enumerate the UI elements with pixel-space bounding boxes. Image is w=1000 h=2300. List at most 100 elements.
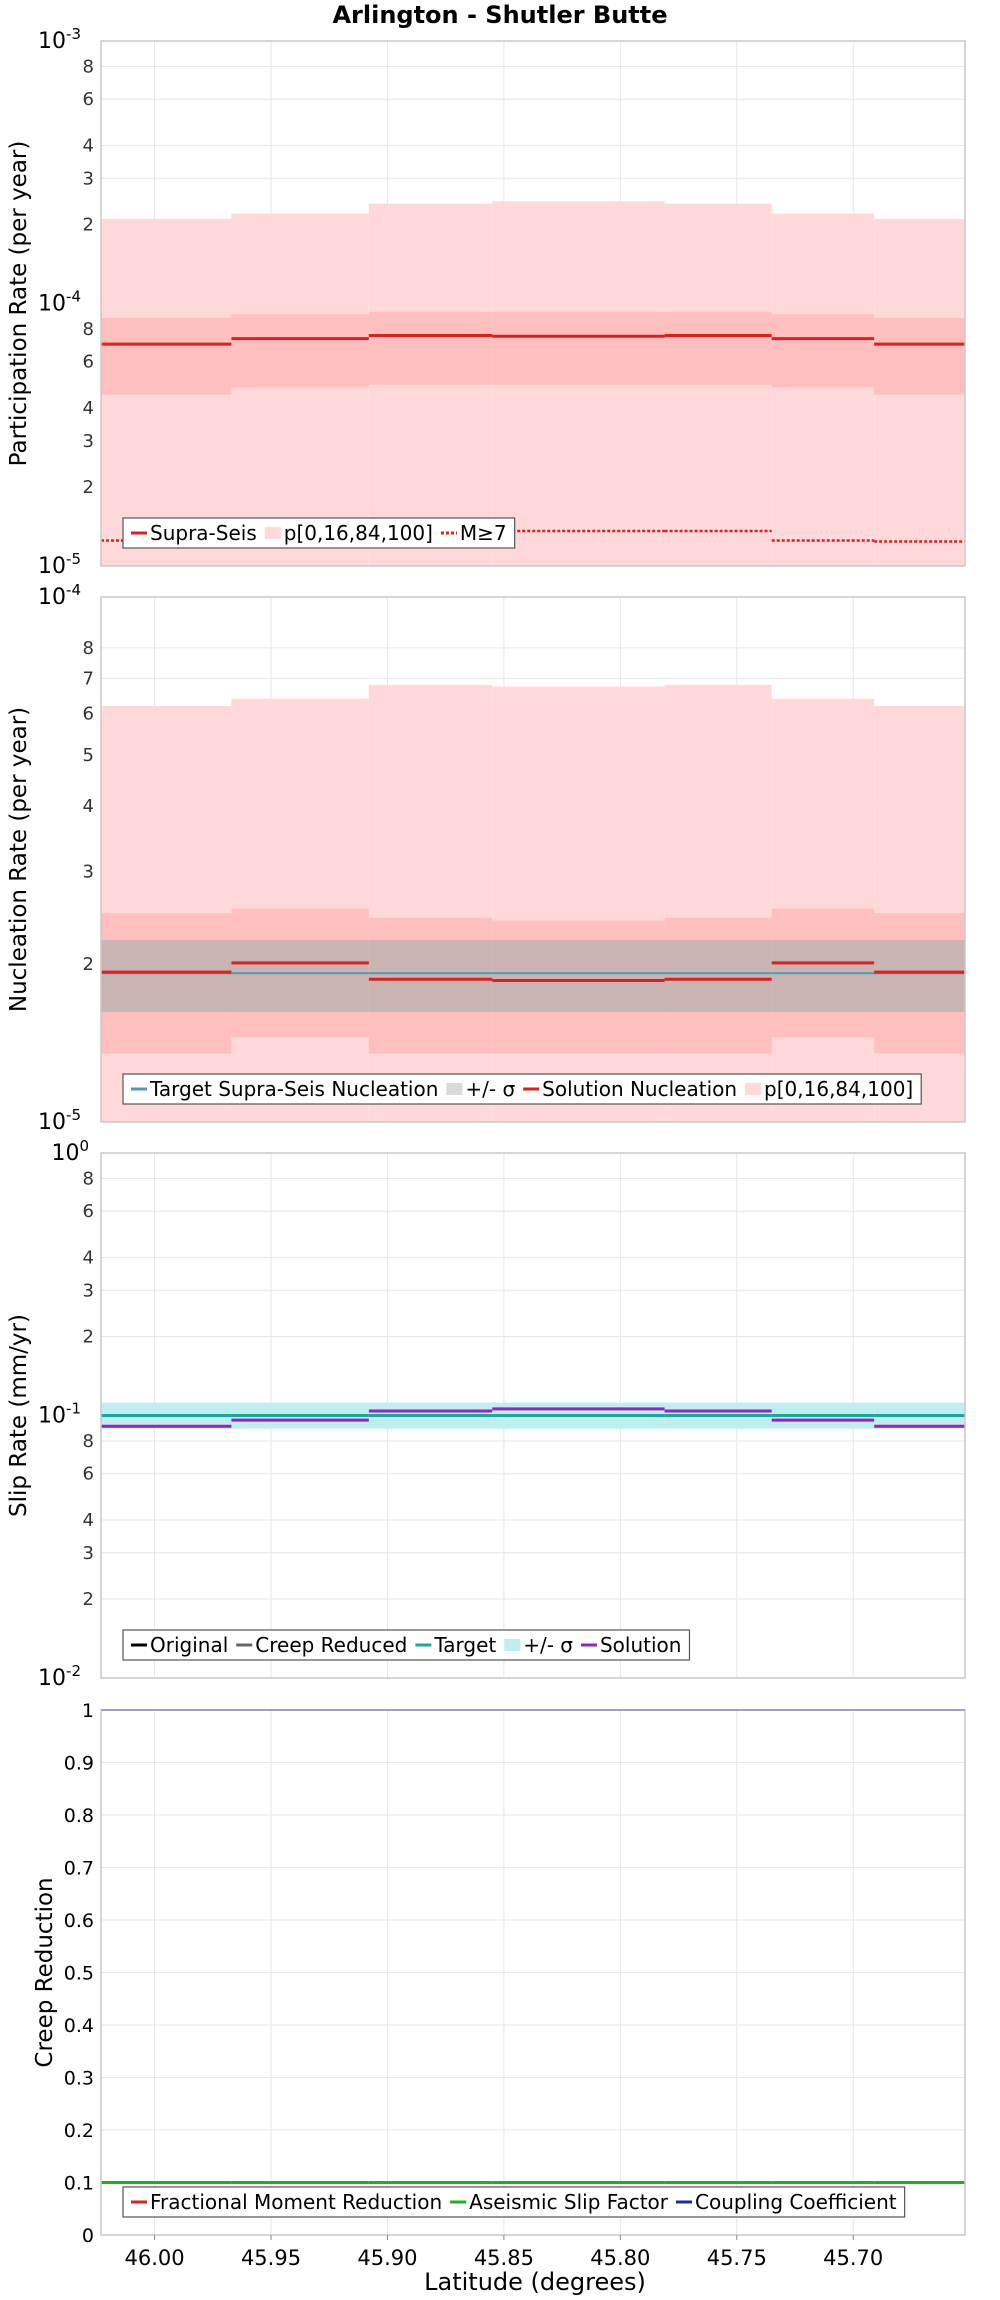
x-tick-label: 45.90 [357, 2246, 417, 2270]
y-tick-label: 0.1 [64, 2173, 94, 2195]
band-0 [101, 684, 965, 1122]
legend-label: Target [433, 1633, 496, 1657]
band-segment [492, 311, 665, 385]
plot-frame [100, 40, 966, 567]
legend: Target Supra-Seis Nucleation +/- σ Solutio… [122, 1073, 922, 1105]
y-minor-tick-label: 2 [83, 214, 94, 235]
legend: Supra-Seis p[0,16,84,100] M≥7 [122, 517, 516, 549]
y-major-tick-label: 10-3 [38, 25, 81, 54]
y-tick-label: 0 [82, 2225, 94, 2247]
legend-swatch [446, 1083, 463, 1095]
band-segment [664, 203, 772, 566]
band-segment [664, 940, 772, 1013]
legend: Fractional Moment Reduction Aseismic Slip… [122, 2186, 906, 2218]
band-segment [664, 684, 772, 1122]
band-segment [231, 940, 369, 1013]
band-segment [231, 314, 369, 388]
y-minor-tick-label: 8 [83, 319, 94, 340]
y-tick-labels: 10-2 10-1 100 2 3 4 6 8 2 3 4 6 8 [38, 1137, 94, 1691]
y-tick-label: 0.4 [64, 2015, 94, 2037]
band-segment [874, 318, 965, 395]
x-tick-labels: 46.00 45.95 45.90 45.85 45.80 45.75 45.70 [125, 2235, 883, 2270]
legend-label: Original [150, 1633, 228, 1657]
legend-swatch [504, 1639, 521, 1651]
legend-label: Fractional Moment Reduction [150, 2190, 442, 2214]
y-major-tick-label: 10-4 [38, 288, 81, 317]
y-major-tick-label: 10-5 [38, 550, 81, 579]
legend-label: Solution Nucleation [542, 1077, 737, 1101]
y-tick-label: 0.9 [64, 1753, 94, 1775]
y-minor-tick-label: 6 [83, 1201, 94, 1222]
y-minor-tick-label: 6 [83, 89, 94, 110]
plot-frame [100, 596, 966, 1123]
y-major-tick-label: 10-5 [38, 1106, 81, 1135]
y-tick-labels: 10-5 10-4 2 3 4 5 6 7 8 [38, 581, 94, 1135]
y-tick-label: 0.7 [64, 1858, 94, 1880]
y-minor-tick-label: 6 [83, 352, 94, 373]
y-minor-tick-label: 8 [83, 638, 94, 659]
y-minor-tick-label: 2 [83, 954, 94, 975]
legend-label: Aseismic Slip Factor [469, 2190, 669, 2214]
y-minor-tick-label: 3 [83, 168, 94, 189]
band-segment [874, 940, 965, 1013]
band-segment [368, 311, 493, 385]
panel-slip: 10-2 10-1 100 2 3 4 6 8 2 3 4 6 8 Slip Rate (mm/yr) Or… [6, 1137, 966, 1691]
y-axis-label: Creep Reduction [32, 1877, 58, 2067]
y-tick-label: 1 [82, 1700, 94, 1722]
y-minor-tick-label: 4 [83, 135, 94, 156]
legend-swatch [745, 1083, 762, 1095]
band-segment [101, 940, 232, 1013]
legend-label: Coupling Coefficient [695, 2190, 897, 2214]
band-segment [368, 940, 493, 1013]
band-segment [368, 684, 493, 1122]
x-tick-label: 46.00 [125, 2246, 185, 2270]
y-minor-tick-label: 4 [83, 1247, 94, 1268]
legend-label: +/- σ [465, 1077, 515, 1101]
legend-label: Solution [600, 1633, 681, 1657]
legend-box [122, 2186, 906, 2218]
legend-swatch [264, 527, 281, 539]
legend-label: M≥7 [460, 521, 507, 545]
panel-creep: 0 0.1 0.2 0.3 0.4 0.5 0.6 0.7 0.8 0.9 1 Creep Reduc… [32, 1700, 966, 2270]
y-tick-label: 0.6 [64, 1910, 94, 1932]
y-minor-tick-label: 8 [83, 1168, 94, 1189]
panel-nucleation: 10-5 10-4 2 3 4 5 6 7 8 Nucleation Rate (per year… [6, 581, 966, 1135]
y-minor-tick-label: 4 [83, 398, 94, 419]
plot-frame [100, 1709, 966, 2236]
y-tick-label: 0.5 [64, 1963, 94, 1985]
band-segment [771, 213, 875, 566]
y-major-tick-label: 10-2 [38, 1662, 81, 1691]
y-minor-tick-label: 2 [83, 1326, 94, 1347]
y-minor-tick-label: 2 [83, 1589, 94, 1610]
x-tick-label: 45.80 [590, 2246, 650, 2270]
legend-box [122, 1073, 922, 1105]
x-tick-label: 45.85 [474, 2246, 534, 2270]
figure-title: Arlington - Shutler Butte [332, 1, 667, 29]
y-tick-label: 0.2 [64, 2120, 94, 2142]
plot-frame [100, 1152, 966, 1679]
y-tick-label: 0.3 [64, 2068, 94, 2090]
y-minor-tick-label: 6 [83, 1464, 94, 1485]
band-1 [101, 311, 965, 395]
y-axis-label: Nucleation Rate (per year) [6, 707, 32, 1012]
band-segment [492, 940, 665, 1013]
y-minor-tick-label: 3 [83, 862, 94, 883]
y-minor-tick-label: 8 [83, 56, 94, 77]
y-tick-labels: 0 0.1 0.2 0.3 0.4 0.5 0.6 0.7 0.8 0.9 1 [64, 1700, 94, 2247]
y-minor-tick-label: 6 [83, 703, 94, 724]
band-0 [101, 201, 965, 567]
series-1 [101, 961, 965, 983]
y-major-tick-label: 100 [51, 1137, 89, 1166]
series-0 [101, 334, 965, 346]
y-tick-labels: 10-5 10-4 10-3 2 3 4 6 8 2 3 4 6 8 [38, 25, 94, 579]
band-segment [771, 940, 875, 1013]
x-tick-label: 45.70 [823, 2246, 883, 2270]
y-minor-tick-label: 2 [83, 477, 94, 498]
y-minor-tick-label: 4 [83, 1510, 94, 1531]
band-segment [664, 311, 772, 385]
series-1 [101, 1407, 965, 1428]
y-minor-tick-label: 3 [83, 1543, 94, 1564]
legend-label: Supra-Seis [150, 521, 257, 545]
y-tick-label: 0.8 [64, 1805, 94, 1827]
